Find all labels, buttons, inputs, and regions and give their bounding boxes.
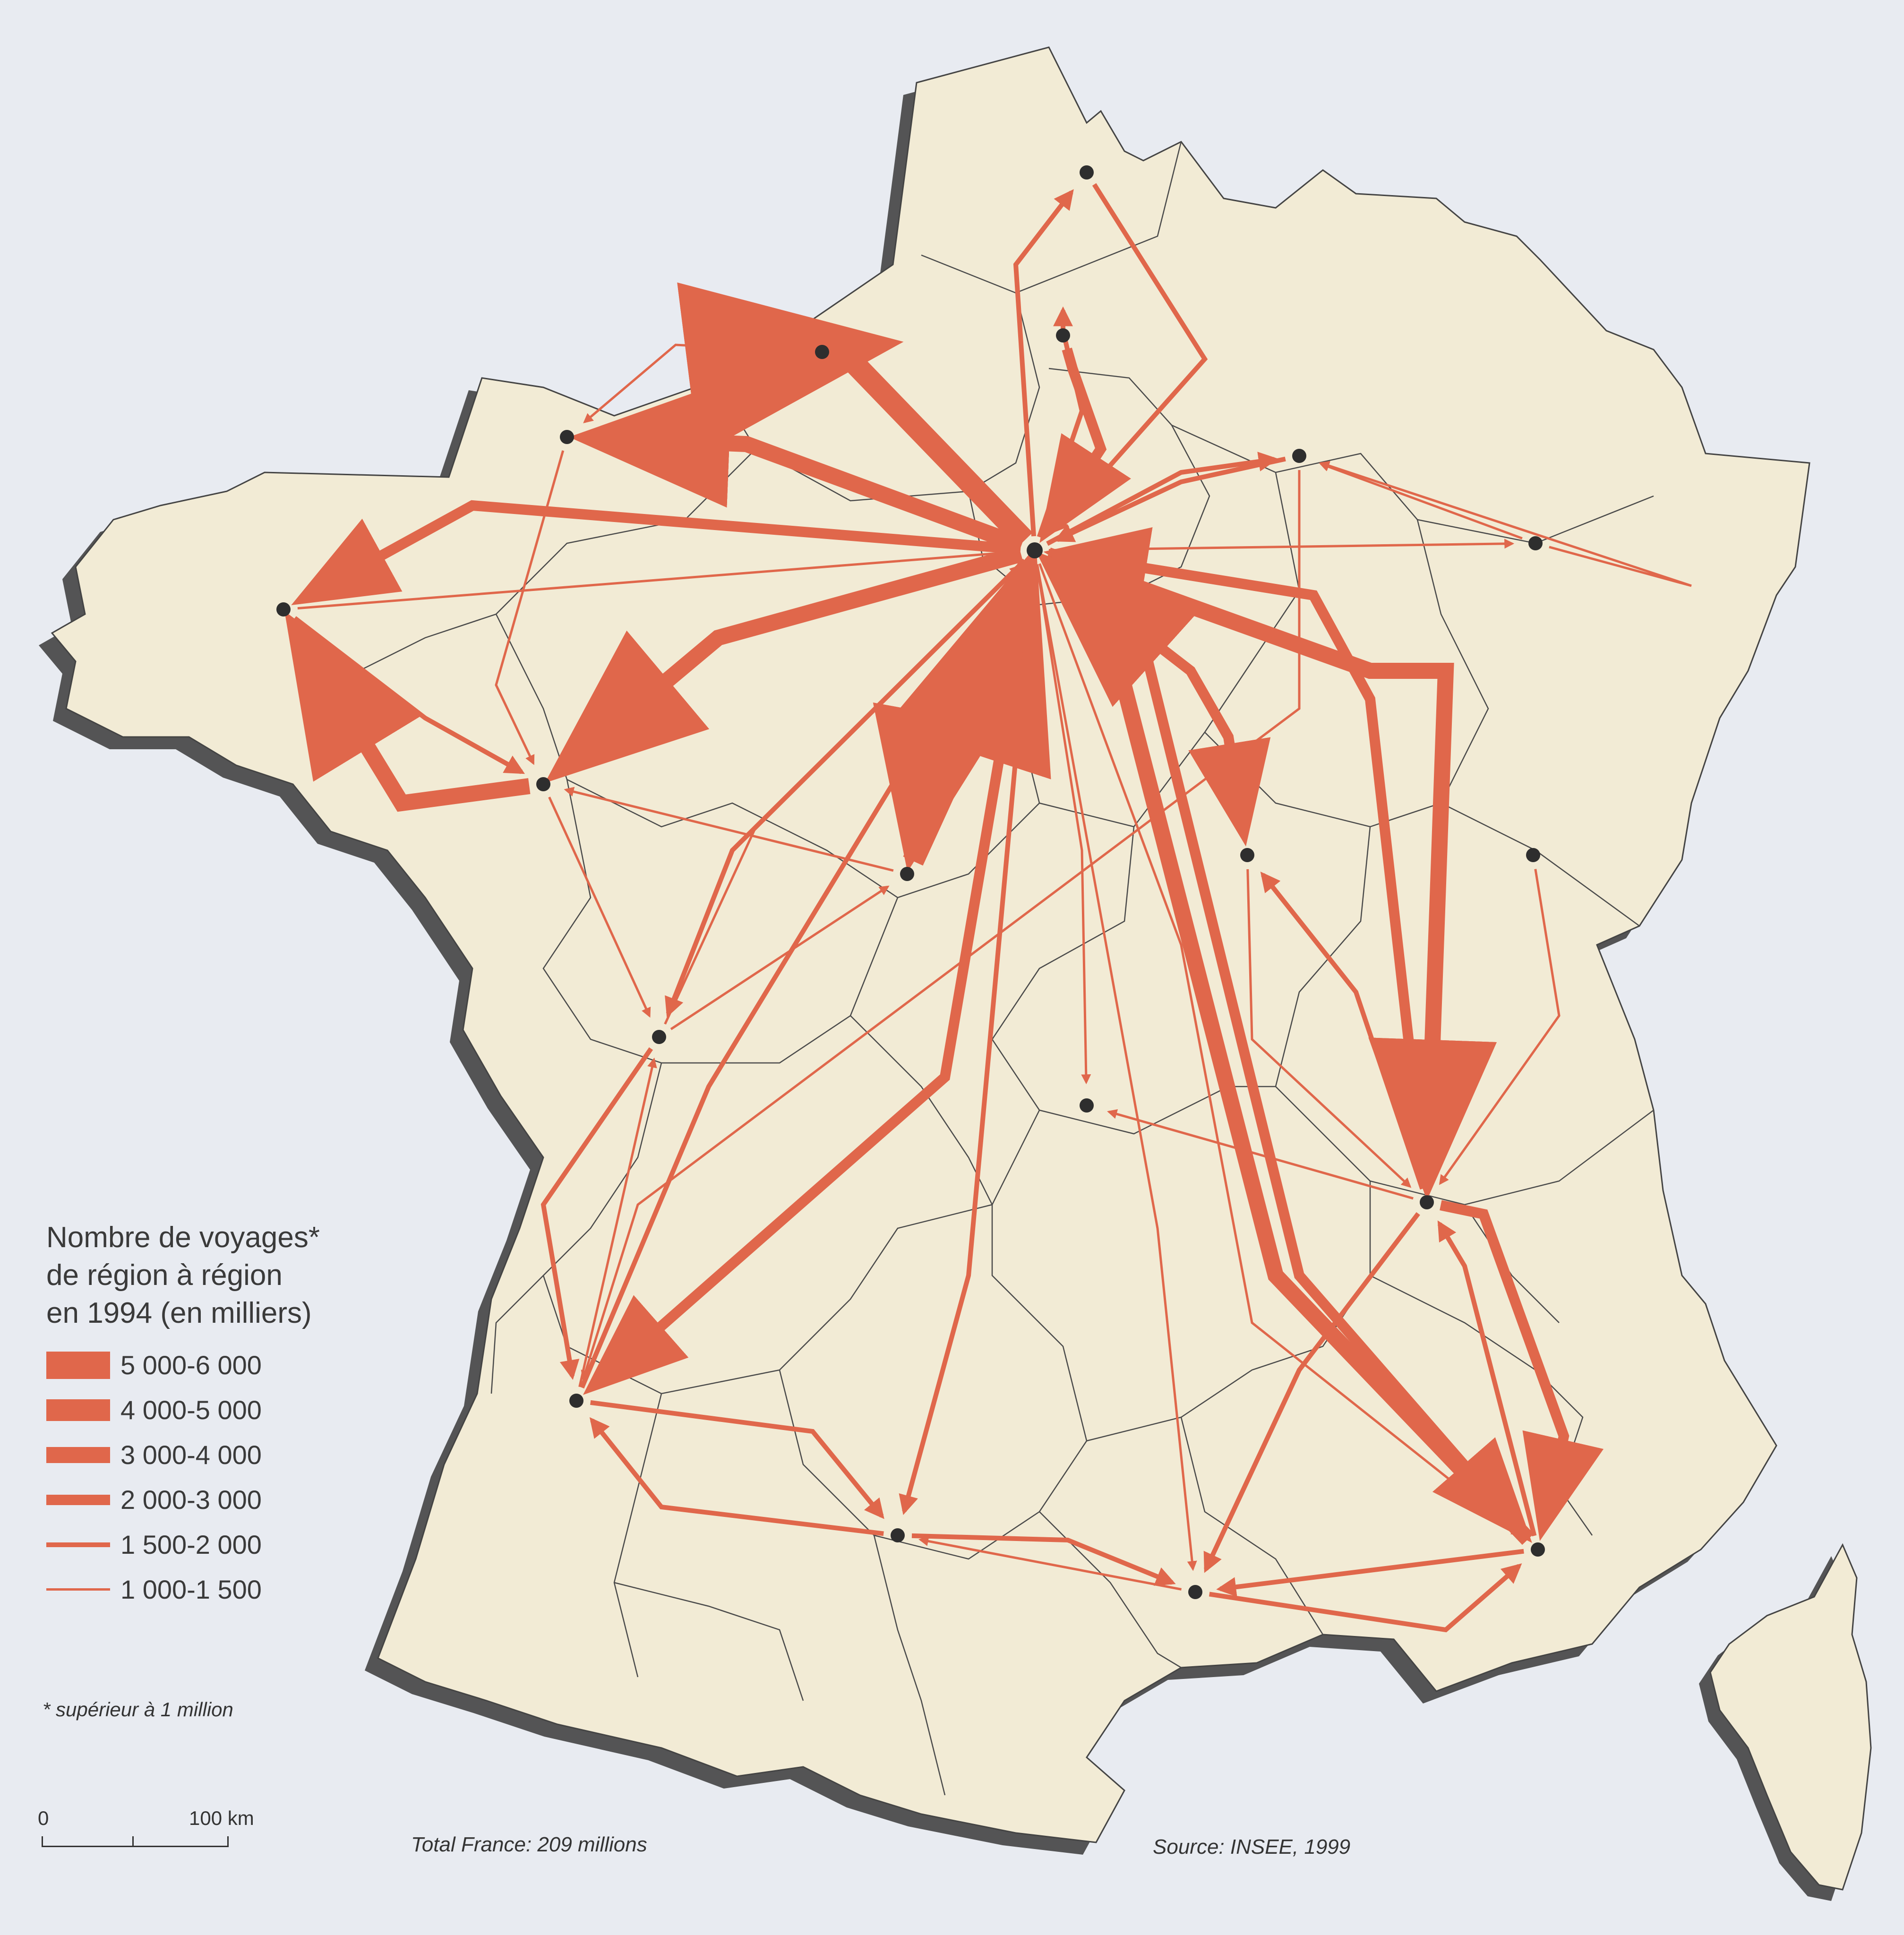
legend-swatch <box>46 1447 110 1463</box>
legend-row: 2 000-3 000 <box>46 1477 377 1522</box>
region-capital-dot <box>1240 848 1254 862</box>
flow-arrow <box>1107 1109 1414 1200</box>
region-capital-dot <box>1420 1195 1434 1209</box>
region-capital-dot <box>560 430 574 444</box>
total-france: Total France: 209 millions <box>411 1833 647 1856</box>
flow-arrow <box>677 282 1033 548</box>
legend-row: 3 000-4 000 <box>46 1432 377 1477</box>
corsica <box>1699 1543 1872 1901</box>
legend-label: 1 500-2 000 <box>120 1530 262 1559</box>
legend-title-line-2: de région à région <box>46 1259 283 1292</box>
flow-arrow <box>291 500 1021 606</box>
flow-arrow <box>664 565 1020 1025</box>
flow-arrow <box>583 563 1038 1395</box>
region-capital-dot <box>1027 542 1043 558</box>
flow-arrow <box>1039 347 1131 543</box>
legend-label: 5 000-6 000 <box>120 1350 262 1380</box>
region-capital-dot <box>1080 1098 1094 1113</box>
region-capitals <box>276 165 1545 1599</box>
flow-arrow <box>540 1047 653 1380</box>
legend-label: 2 000-3 000 <box>120 1485 262 1515</box>
legend-swatch <box>46 1494 110 1505</box>
legend-title: Nombre de voyages* de région à région en… <box>46 1219 377 1332</box>
flow-arrow <box>899 564 1036 1515</box>
flow-arrow <box>1209 1563 1522 1633</box>
legend: Nombre de voyages* de région à région en… <box>46 1219 377 1612</box>
flow-arrow <box>590 1400 884 1519</box>
flow-arrows <box>284 183 1692 1633</box>
flow-arrow <box>1319 461 1692 587</box>
flow-arrow <box>911 1533 1176 1586</box>
flow-arrow <box>580 568 1024 1389</box>
flow-arrow <box>1054 456 1286 542</box>
region-capital-dot <box>652 1030 666 1044</box>
legend-row: 1 000-1 500 <box>46 1567 377 1612</box>
legend-label: 3 000-4 000 <box>120 1440 262 1470</box>
flow-arrow <box>1319 462 1523 539</box>
flow-arrow <box>581 470 1301 1381</box>
scale-tick <box>132 1836 134 1847</box>
legend-row: 1 500-2 000 <box>46 1522 377 1567</box>
region-capital-dot <box>536 777 550 791</box>
region-capital-dot <box>1526 848 1540 862</box>
flow-arrow <box>1260 871 1425 1190</box>
flow-arrow <box>1048 539 1515 552</box>
scale-distance-label: 100 km <box>189 1807 254 1829</box>
flow-arrow <box>495 450 565 765</box>
legend-swatch <box>46 1588 110 1591</box>
region-capital-dot <box>1080 165 1094 180</box>
region-capital-dot <box>1056 328 1070 342</box>
flow-arrow <box>583 343 808 424</box>
flow-arrow <box>548 796 651 1018</box>
flow-arrow <box>1439 869 1561 1185</box>
legend-swatch <box>46 1399 110 1421</box>
flow-arrow <box>1036 564 1091 1085</box>
flow-arrow <box>1246 869 1412 1188</box>
flow-arrow <box>1045 548 1497 1200</box>
flow-arrow <box>918 1536 1182 1591</box>
flow-arrow <box>1216 1549 1524 1597</box>
legend-row: 5 000-6 000 <box>46 1343 377 1387</box>
scale-line <box>42 1836 229 1847</box>
flow-arrow <box>569 379 1024 553</box>
flow-arrow <box>1036 564 1197 1571</box>
flow-arrow <box>1046 452 1278 546</box>
region-capital-dot <box>815 345 829 359</box>
flow-arrow <box>1048 183 1208 535</box>
flow-arrow <box>1042 556 1532 1543</box>
region-capital-dot <box>1528 536 1543 550</box>
legend-row: 4 000-5 000 <box>46 1387 377 1432</box>
flow-arrow <box>564 787 894 872</box>
legend-swatch <box>46 1542 110 1547</box>
legend-title-line-1: Nombre de voyages* <box>46 1221 320 1254</box>
flow-arrow <box>578 1057 657 1387</box>
flow-arrow <box>284 611 531 812</box>
scale-bar: 0 100 km <box>38 1807 254 1859</box>
flow-arrow <box>297 548 1014 610</box>
region-capital-dot <box>900 867 914 881</box>
legend-label: 1 000-1 500 <box>120 1575 262 1604</box>
region-capital-dot <box>1292 449 1306 463</box>
flow-arrow <box>670 885 890 1030</box>
region-capital-dot <box>1188 1585 1202 1599</box>
source: Source: INSEE, 1999 <box>1153 1835 1351 1858</box>
region-capital-dot <box>569 1394 583 1408</box>
legend-swatch <box>46 1351 110 1379</box>
region-capital-dot <box>1531 1542 1545 1557</box>
flow-arrow <box>885 546 1051 866</box>
flow-arrow <box>1437 1220 1537 1537</box>
legend-title-line-3: en 1994 (en milliers) <box>46 1297 312 1329</box>
legend-label: 4 000-5 000 <box>120 1395 262 1425</box>
flow-arrow <box>1038 563 1521 1537</box>
flow-arrow <box>589 1417 884 1536</box>
region-capital-dot <box>276 602 291 616</box>
flow-arrow <box>1203 1212 1420 1573</box>
scale-zero-label: 0 <box>38 1807 49 1829</box>
flow-arrow <box>1013 189 1074 537</box>
flow-arrow <box>1440 1200 1604 1541</box>
footnote: * supérieur à 1 million <box>43 1698 233 1721</box>
region-capital-dot <box>891 1528 905 1542</box>
